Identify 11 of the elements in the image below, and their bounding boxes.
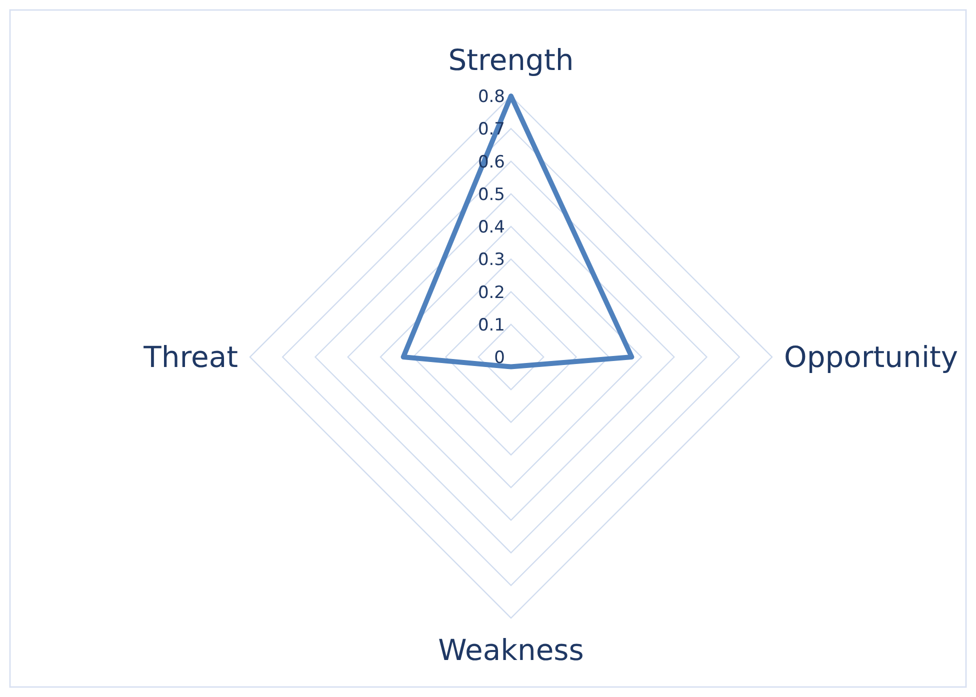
y-tick-label: 0.5 bbox=[478, 184, 505, 205]
spoke-label: Threat bbox=[142, 340, 238, 374]
y-tick-label: 0.1 bbox=[478, 315, 505, 336]
spoke-label: Weakness bbox=[438, 633, 584, 667]
y-tick-label: 0 bbox=[494, 348, 505, 368]
y-tick-label: 0.2 bbox=[478, 282, 505, 303]
spoke-label: Opportunity bbox=[784, 340, 958, 374]
spoke-label: Strength bbox=[448, 43, 574, 77]
y-tick-label: 0.3 bbox=[478, 250, 505, 270]
y-tick-label: 0.8 bbox=[478, 87, 505, 107]
y-tick-label: 0.4 bbox=[478, 218, 505, 238]
